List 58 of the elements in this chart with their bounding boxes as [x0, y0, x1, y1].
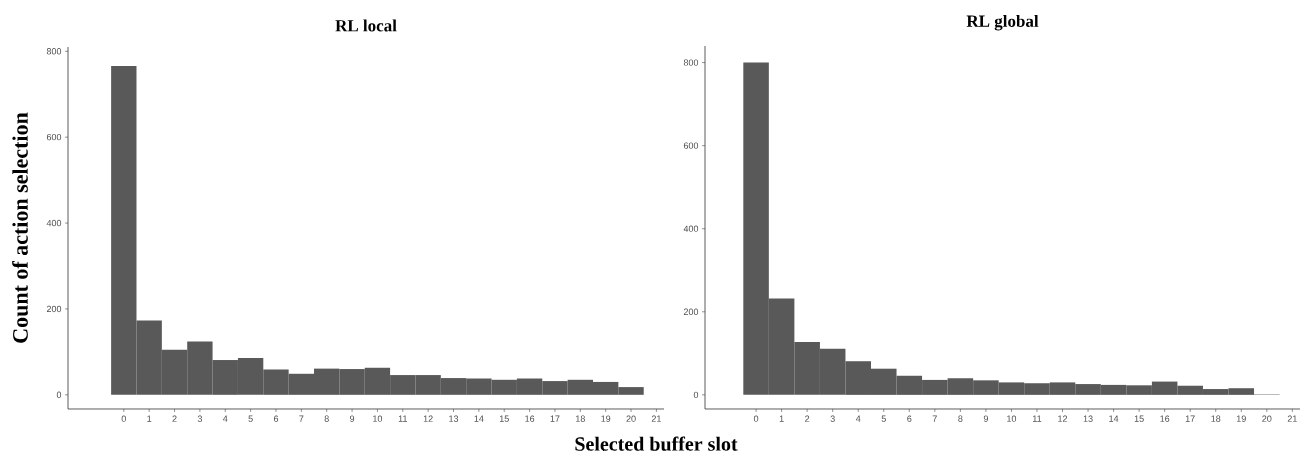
x-tick-label: 11: [1033, 415, 1042, 422]
x-tick-label: 3: [830, 415, 835, 422]
y-tick-label: 200: [46, 305, 62, 313]
y-tick-label: 600: [683, 142, 699, 149]
y-tick-label: 0: [56, 391, 62, 399]
x-tick-label: 19: [1236, 415, 1246, 422]
x-tick-label: 8: [958, 415, 963, 422]
x-tick-label: 15: [499, 415, 509, 422]
x-tick-label: 21: [651, 415, 661, 422]
x-tick-label: 6: [907, 415, 912, 422]
chart-title: RL global: [966, 14, 1039, 31]
x-tick-label: 13: [1083, 415, 1093, 422]
x-tick-label: 10: [1007, 415, 1017, 422]
x-tick-label: 14: [1109, 415, 1119, 422]
x-tick-label: 21: [1287, 415, 1297, 422]
x-tick-label: 2: [805, 415, 810, 422]
x-tick-label: 20: [626, 415, 636, 422]
x-tick-label: 14: [474, 415, 484, 422]
x-tick-label: 2: [172, 415, 177, 422]
x-tick-label: 1: [779, 415, 784, 422]
x-tick-label: 11: [398, 415, 408, 422]
x-tick-label: 13: [449, 415, 459, 422]
x-tick-label: 12: [423, 415, 433, 422]
y-tick-label: 600: [46, 133, 62, 141]
x-tick-label: 8: [324, 415, 329, 422]
y-tick-label: 400: [46, 219, 62, 227]
x-tick-label: 3: [197, 415, 202, 422]
x-tick-label: 20: [1262, 415, 1272, 422]
x-tick-label: 18: [576, 415, 585, 422]
x-tick-label: 9: [349, 415, 355, 422]
x-tick-label: 12: [1058, 415, 1068, 422]
x-tick-label: 18: [1211, 415, 1221, 422]
x-tick-label: 0: [753, 415, 759, 422]
x-axis-title: Selected buffer slot: [575, 436, 738, 451]
x-tick-label: 17: [550, 415, 560, 422]
x-tick-label: 5: [881, 415, 886, 422]
y-tick-label: 200: [683, 308, 699, 315]
x-tick-label: 17: [1185, 415, 1195, 422]
y-tick-label: 800: [683, 59, 699, 66]
x-tick-label: 15: [1134, 415, 1144, 422]
y-axis-title: Count of action selection: [12, 112, 28, 343]
y-tick-label: 0: [693, 391, 699, 399]
x-tick-label: 10: [373, 415, 383, 422]
x-tick-label: 0: [121, 415, 126, 422]
x-tick-label: 4: [855, 415, 861, 422]
y-tick-label: 800: [46, 48, 62, 55]
y-tick-label: 400: [683, 225, 699, 232]
x-tick-label: 7: [932, 415, 937, 422]
x-tick-label: 19: [601, 415, 611, 422]
x-tick-label: 7: [299, 415, 304, 422]
x-tick-label: 16: [525, 415, 535, 422]
x-tick-label: 1: [147, 415, 152, 422]
x-tick-label: 5: [248, 415, 253, 422]
x-tick-label: 6: [273, 415, 279, 422]
chart-title: RL local: [335, 19, 397, 32]
x-tick-label: 4: [222, 415, 228, 422]
x-tick-label: 9: [983, 415, 988, 422]
x-tick-label: 16: [1160, 415, 1170, 422]
